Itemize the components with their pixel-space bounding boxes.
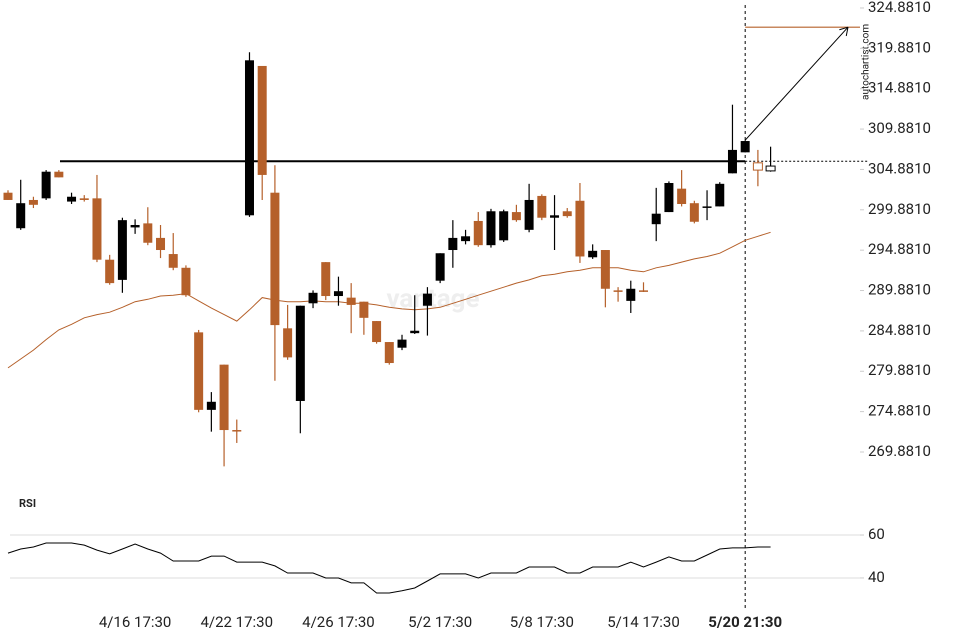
candle-body xyxy=(715,183,725,207)
candle-body xyxy=(524,199,534,230)
y-tick-label: 309.8810 xyxy=(868,119,931,137)
candle-body xyxy=(181,267,191,296)
candle-body xyxy=(422,293,432,306)
y-tick-label: 274.8810 xyxy=(868,402,931,420)
candle-body xyxy=(511,212,521,221)
y-tick-label: 319.8810 xyxy=(868,38,931,56)
candle-body xyxy=(702,206,712,208)
candle-body xyxy=(689,203,699,222)
y-tick-label: 269.8810 xyxy=(868,442,931,460)
y-tick-label: 294.8810 xyxy=(868,240,931,258)
y-tick-label: 299.8810 xyxy=(868,200,931,218)
candle-body xyxy=(321,262,331,297)
candle-body xyxy=(16,203,26,229)
candle-body xyxy=(664,183,674,213)
y-tick-label: 289.8810 xyxy=(868,281,931,299)
candle-body xyxy=(168,254,178,268)
candle-body xyxy=(346,297,356,305)
candle-body xyxy=(257,65,267,175)
candle-body xyxy=(727,149,737,174)
candle-body xyxy=(67,196,77,202)
candle-body xyxy=(219,364,229,431)
candle-body xyxy=(537,195,547,218)
candle-body xyxy=(105,259,115,284)
candle-body xyxy=(499,211,509,241)
pane-title: RSI xyxy=(19,497,36,510)
candle-body xyxy=(626,288,636,301)
candle-body xyxy=(448,237,458,251)
x-tick-label: 4/22 17:30 xyxy=(200,613,273,631)
candle-body xyxy=(3,192,13,200)
candle-body xyxy=(486,211,496,246)
candle-body xyxy=(613,290,623,292)
candle-body xyxy=(232,430,242,432)
candle-body xyxy=(435,253,445,281)
x-tick-label: 5/20 21:30 xyxy=(708,613,782,631)
candle-body xyxy=(765,165,776,172)
candle-body xyxy=(143,223,153,243)
candle-body xyxy=(92,198,102,260)
candle-body xyxy=(54,171,64,178)
y-tick-label: 304.8810 xyxy=(868,159,931,177)
candle-body xyxy=(397,339,407,348)
candle-body xyxy=(473,220,483,246)
candle-body xyxy=(156,237,166,251)
y-tick-label: 324.8810 xyxy=(868,0,931,16)
arrow-head xyxy=(839,26,849,37)
candle-body xyxy=(550,215,560,218)
x-tick-label: 5/2 17:30 xyxy=(408,613,472,631)
candle-body xyxy=(677,188,687,205)
x-tick-label: 4/26 17:30 xyxy=(302,613,375,631)
candle-body xyxy=(461,236,471,242)
y-tick-label: 284.8810 xyxy=(868,321,931,339)
candle-body xyxy=(117,220,127,280)
candle-body xyxy=(575,200,585,257)
candle-body xyxy=(28,199,38,205)
candle-body xyxy=(651,213,661,225)
candle-body xyxy=(600,250,610,289)
candle-body xyxy=(410,330,420,334)
candle-body xyxy=(79,198,89,200)
candle-body xyxy=(308,292,318,304)
candle-body xyxy=(283,328,293,358)
moving-average xyxy=(7,231,771,369)
candle-body xyxy=(244,60,254,216)
candle-body xyxy=(752,162,763,171)
candle-body xyxy=(194,332,204,410)
candle-body xyxy=(372,321,382,343)
candle-body xyxy=(588,250,598,258)
candle-body xyxy=(130,224,140,228)
candle-body xyxy=(41,171,51,199)
candle-body xyxy=(270,192,280,326)
source-label: autochartist.com xyxy=(861,24,872,100)
rsi-line xyxy=(7,542,771,594)
candle-body xyxy=(206,401,216,410)
candle-body xyxy=(562,211,572,217)
candle-body xyxy=(295,305,305,401)
candle-body xyxy=(359,301,369,318)
candle-body xyxy=(639,290,648,292)
target-arrow xyxy=(744,26,849,141)
y-tick-label: 60 xyxy=(868,525,885,543)
candle-body xyxy=(384,342,394,364)
x-tick-label: 5/14 17:30 xyxy=(607,613,680,631)
x-tick-label: 5/8 17:30 xyxy=(510,613,574,631)
y-tick-label: 40 xyxy=(868,568,885,586)
x-tick-label: 4/16 17:30 xyxy=(99,613,172,631)
candle-body xyxy=(333,291,343,297)
y-tick-label: 314.8810 xyxy=(868,79,931,97)
candle-body xyxy=(740,141,750,153)
y-tick-label: 279.8810 xyxy=(868,361,931,379)
